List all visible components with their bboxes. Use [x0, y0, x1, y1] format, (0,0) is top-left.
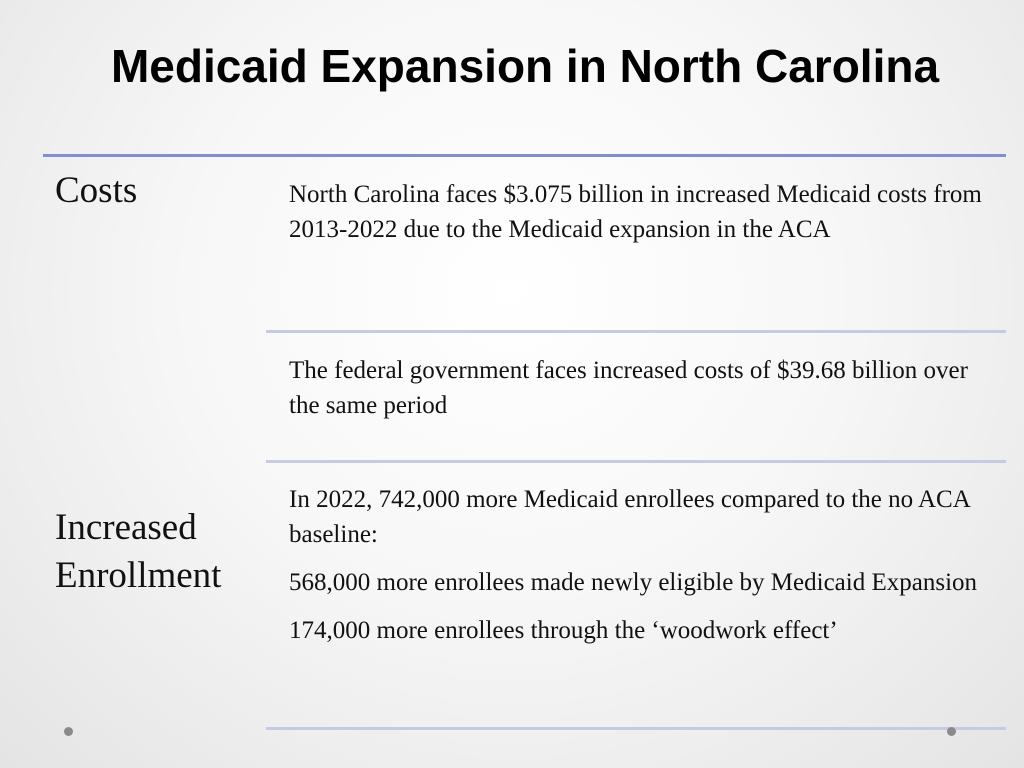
row-label-line: Increased	[55, 507, 197, 548]
table-cell-enrollment: In 2022, 742,000 more Medicaid enrollees…	[289, 482, 994, 648]
slide-title: Medicaid Expansion in North Carolina	[110, 40, 940, 92]
cell-text: The federal government faces increased c…	[289, 357, 968, 419]
table-bottom-rule	[266, 727, 1006, 730]
table-header-rule	[43, 154, 1006, 157]
cell-text: North Carolina faces $3.075 billion in i…	[289, 181, 982, 243]
row-divider	[266, 330, 1006, 333]
row-label-costs: Costs	[55, 170, 138, 211]
decorative-dot	[64, 727, 73, 736]
table-cell-nc-costs: North Carolina faces $3.075 billion in i…	[289, 177, 994, 247]
decorative-dot	[947, 727, 956, 736]
table-cell-federal-costs: The federal government faces increased c…	[289, 353, 994, 423]
row-label-line: Enrollment	[55, 555, 222, 596]
row-divider	[266, 460, 1006, 463]
cell-text: 568,000 more enrollees made newly eligib…	[289, 569, 978, 596]
row-label-increased-enrollment: Increased Enrollment	[55, 504, 265, 600]
cell-text: 174,000 more enrollees through the ‘wood…	[289, 617, 838, 644]
cell-text: In 2022, 742,000 more Medicaid enrollees…	[289, 486, 970, 548]
